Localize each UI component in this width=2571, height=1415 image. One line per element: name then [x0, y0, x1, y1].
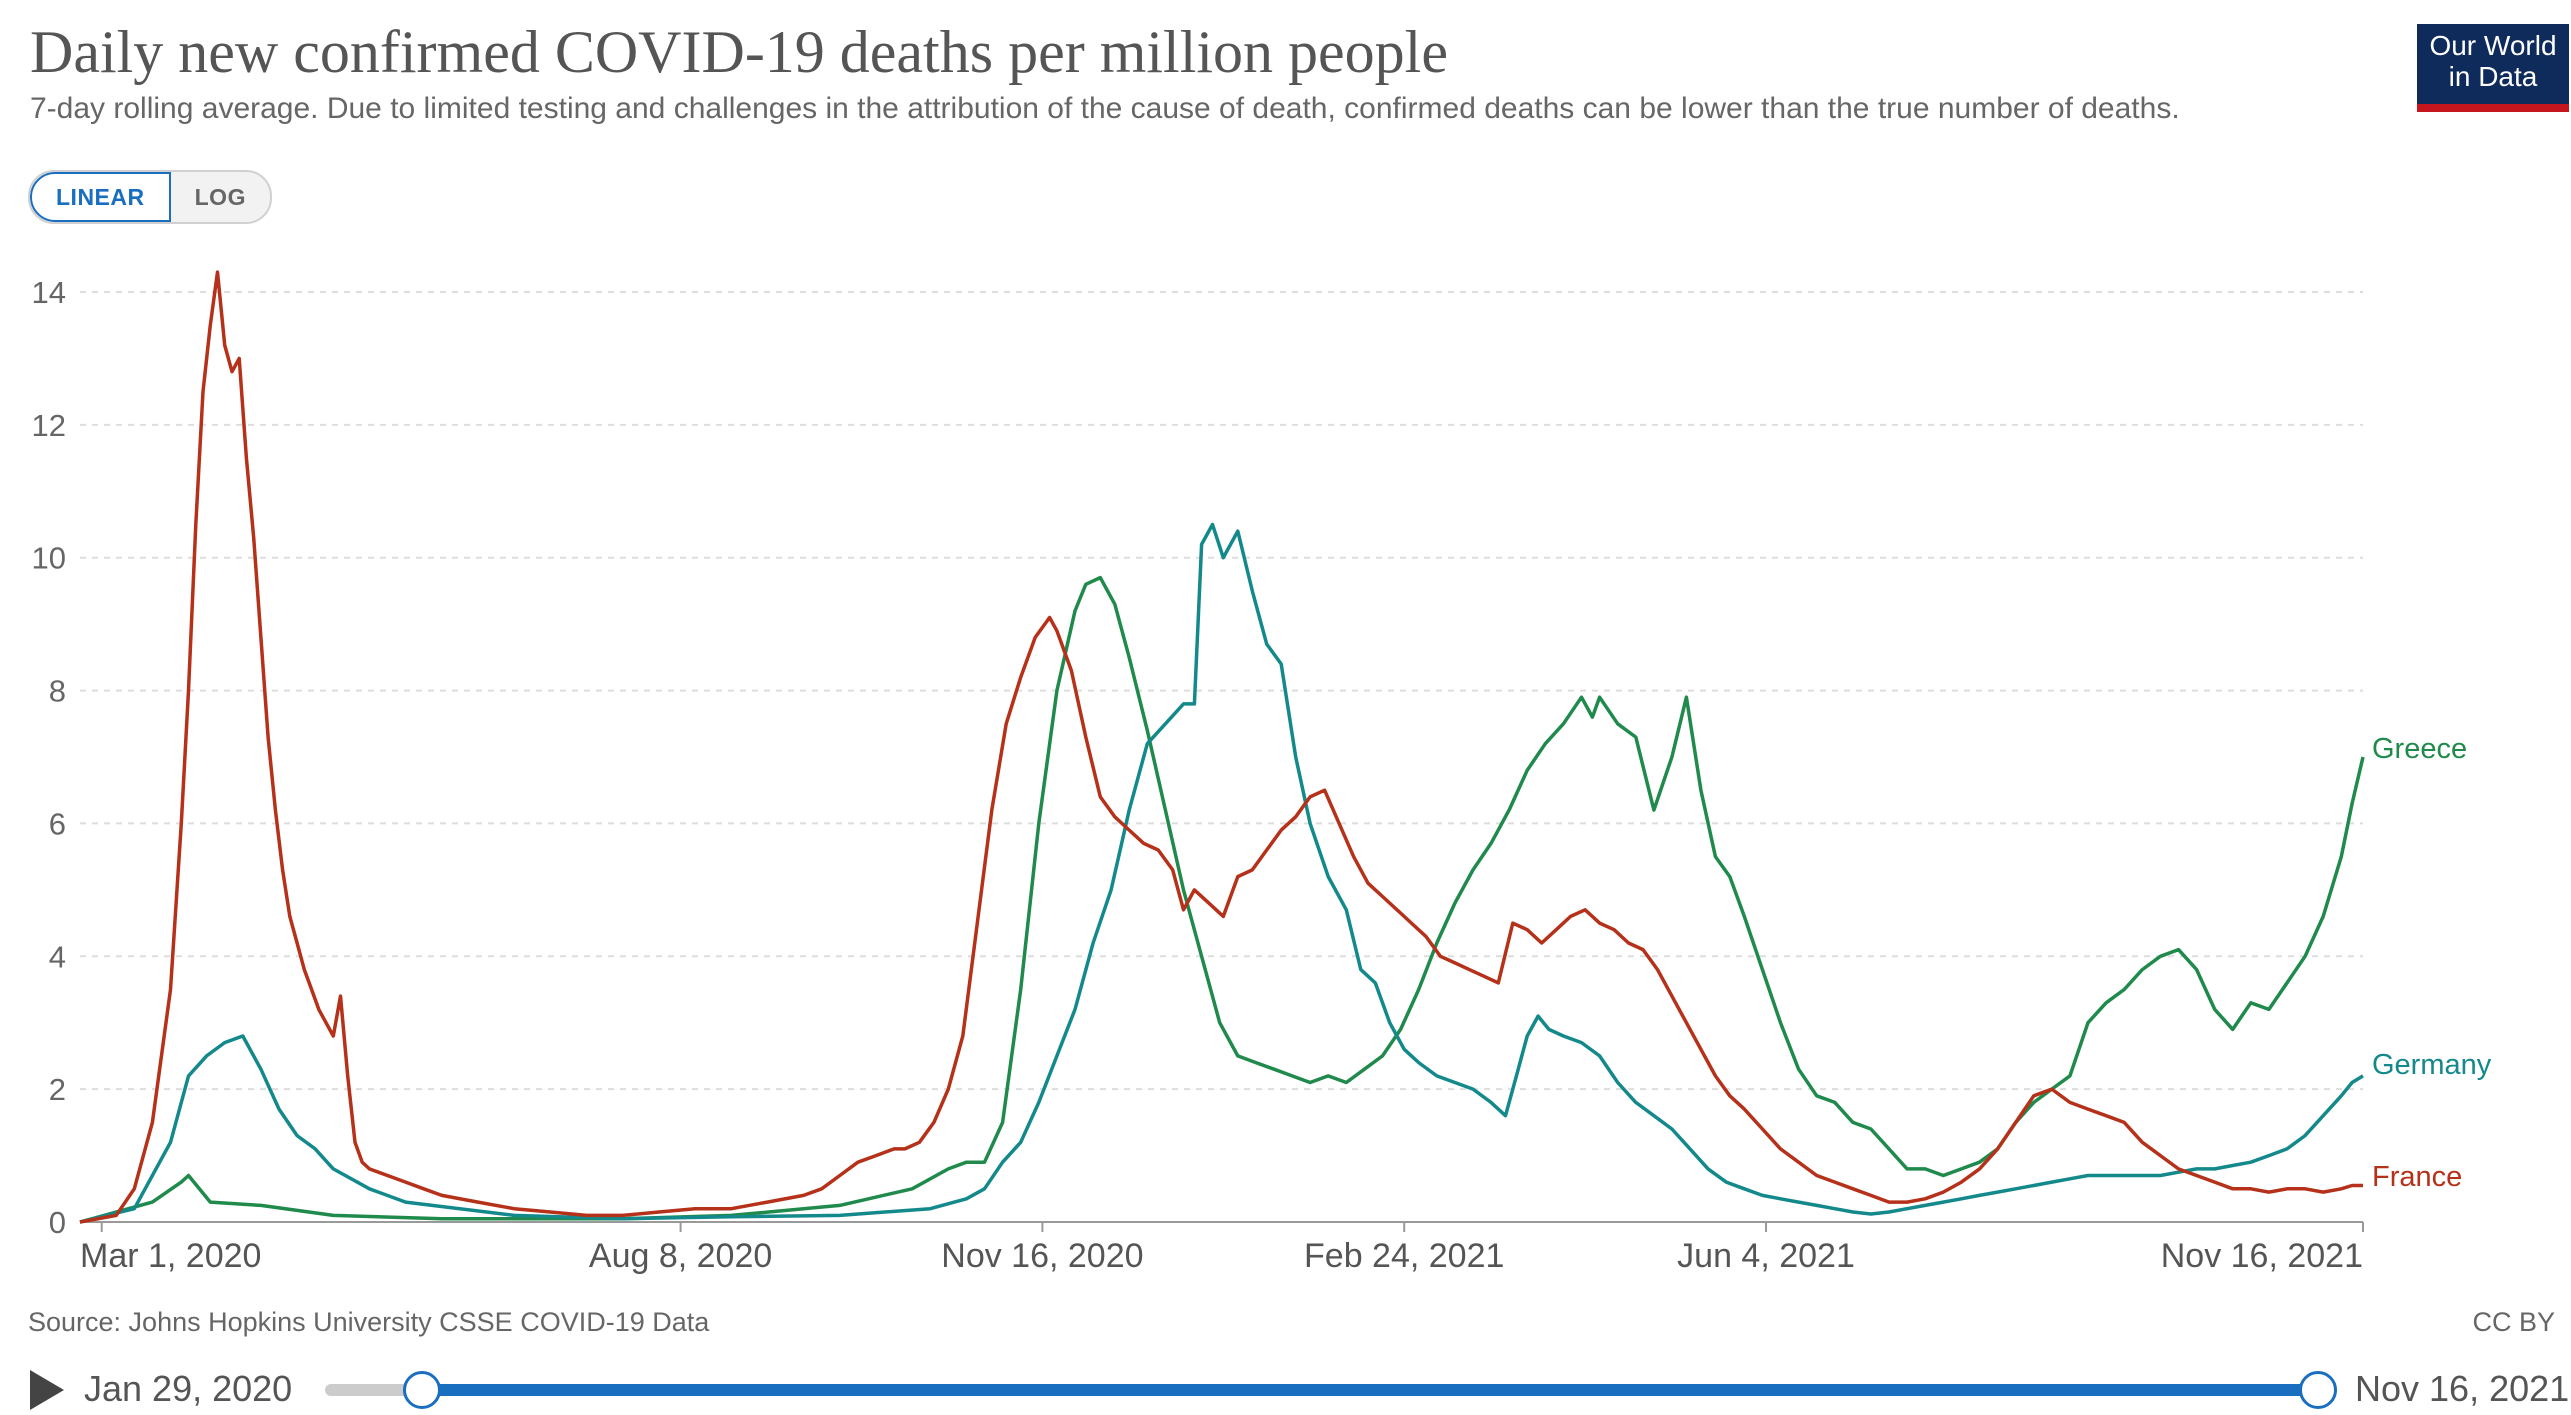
linear-scale-button[interactable]: LINEAR [30, 172, 171, 222]
x-tick-label: Mar 1, 2020 [80, 1237, 261, 1275]
y-tick-label: 8 [49, 674, 66, 709]
x-tick-label: Aug 8, 2020 [589, 1237, 772, 1275]
logo-line-2: in Data [2448, 61, 2538, 92]
x-tick-label: Nov 16, 2020 [941, 1237, 1143, 1275]
x-tick-label: Feb 24, 2021 [1304, 1237, 1504, 1275]
timeline-end-handle[interactable] [2299, 1371, 2337, 1409]
timeline: Jan 29, 2020 Nov 16, 2021 [0, 1360, 2571, 1415]
x-tick-label: Nov 16, 2021 [2161, 1237, 2363, 1275]
y-tick-label: 0 [49, 1205, 66, 1240]
line-chart: 0 2 4 6 8 10 12 14 Mar 1, 2020 Aug 8, 2020 Nov 16,… [32, 270, 2492, 1275]
play-icon[interactable] [30, 1370, 64, 1410]
y-tick-label: 2 [49, 1072, 66, 1107]
source-note[interactable]: Source: Johns Hopkins University CSSE CO… [28, 1307, 710, 1337]
series-label-france: France [2372, 1161, 2462, 1193]
series-label-germany: Germany [2372, 1049, 2492, 1081]
owid-logo[interactable]: Our World in Data [2417, 24, 2569, 112]
chart-title: Daily new confirmed COVID-19 deaths per … [30, 19, 1448, 85]
x-tick-label: Jun 4, 2021 [1677, 1237, 1855, 1275]
license-label[interactable]: CC BY [2472, 1307, 2555, 1337]
y-tick-label: 12 [32, 408, 66, 443]
series-line-greece [79, 575, 2365, 1224]
logo-line-1: Our World [2429, 30, 2557, 61]
y-tick-label: 6 [49, 806, 66, 841]
series-line-france [79, 270, 2363, 1224]
y-tick-label: 4 [49, 939, 66, 974]
timeline-start-handle[interactable] [403, 1371, 441, 1409]
y-tick-label: 14 [32, 275, 66, 310]
timeline-start-label: Jan 29, 2020 [84, 1368, 293, 1409]
timeline-end-label: Nov 16, 2021 [2355, 1368, 2570, 1409]
series-line-germany [79, 522, 2364, 1224]
chart-subtitle: 7-day rolling average. Due to limited te… [30, 92, 2180, 125]
log-scale-button[interactable]: LOG [194, 184, 246, 210]
series-label-greece: Greece [2372, 733, 2467, 765]
y-tick-label: 10 [32, 541, 66, 576]
timeline-selected-range [421, 1384, 2317, 1396]
scale-toggle: LINEAR LOG [28, 170, 272, 224]
